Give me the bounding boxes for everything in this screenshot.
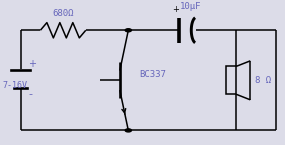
Text: 7-16V: 7-16V bbox=[2, 81, 27, 90]
Text: -: - bbox=[28, 89, 32, 99]
Text: 10μF: 10μF bbox=[180, 2, 201, 11]
Text: BC337: BC337 bbox=[140, 70, 166, 79]
Circle shape bbox=[125, 129, 131, 132]
Text: +: + bbox=[172, 5, 179, 14]
Text: +: + bbox=[28, 59, 36, 69]
Text: 8 Ω: 8 Ω bbox=[255, 76, 271, 85]
Bar bbox=[226, 66, 236, 94]
Circle shape bbox=[125, 29, 131, 32]
Text: 680Ω: 680Ω bbox=[52, 9, 74, 18]
